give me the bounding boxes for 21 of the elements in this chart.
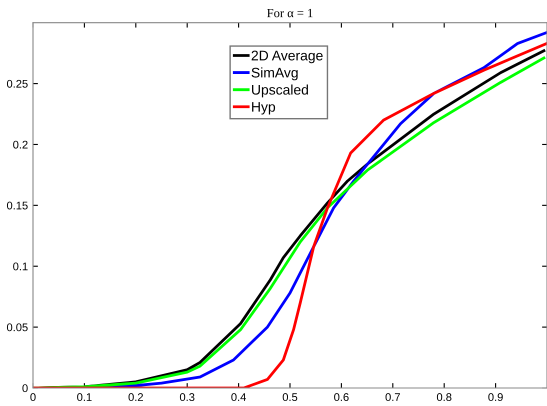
- y-tick-label: 0: [22, 384, 28, 392]
- x-tick-label: 0: [30, 393, 36, 402]
- y-tick-label: 0.25: [6, 80, 28, 88]
- x-tick-label: 0.3: [180, 393, 194, 402]
- x-tick-label: 0.2: [128, 393, 143, 402]
- chart-title: For α = 1: [267, 8, 313, 18]
- legend-label: Hyp: [252, 102, 276, 115]
- y-tick-label: 0.2: [13, 140, 28, 149]
- x-tick-label: 0.4: [231, 393, 246, 402]
- legend-label: Upscaled: [252, 84, 308, 98]
- y-tick-label: 0.05: [6, 323, 28, 332]
- y-tick-label: 0.15: [6, 202, 28, 210]
- legend-label: SimAvg: [252, 67, 298, 80]
- x-tick-label: 0.6: [334, 393, 349, 402]
- x-tick-label: 0.7: [386, 393, 400, 402]
- x-tick-label: 0.8: [436, 393, 452, 402]
- x-tick-label: 0.1: [77, 393, 92, 402]
- y-tick-label: 0.1: [13, 262, 28, 270]
- x-tick-label: 0.9: [488, 393, 503, 402]
- legend-label: 2D Average: [252, 50, 323, 64]
- x-tick-label: 0.5: [282, 393, 298, 402]
